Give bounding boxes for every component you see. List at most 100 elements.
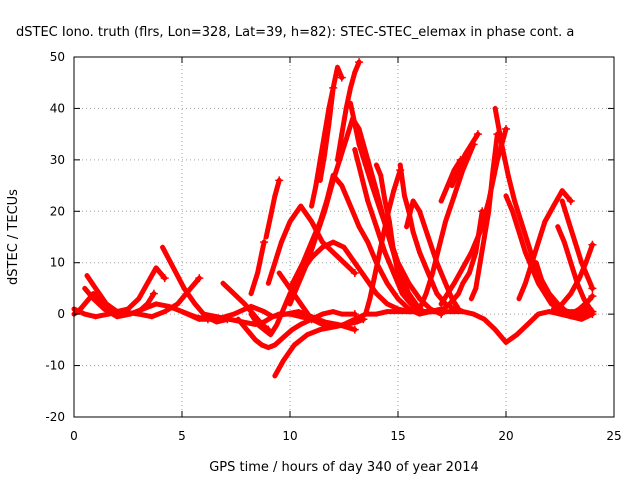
ticks: 0 5 10 15 20 25 -20 -10 0 10 20 30 40 50 [45, 50, 621, 443]
series-arc-i [235, 309, 359, 351]
data-point [516, 296, 522, 302]
data-point [443, 280, 448, 286]
data-point [330, 177, 336, 183]
data-point [445, 183, 451, 189]
data-point [287, 301, 293, 307]
data-point [510, 208, 515, 214]
data-point [516, 229, 522, 235]
data-point [404, 296, 410, 302]
data-point-end [350, 269, 359, 277]
data-point [319, 311, 325, 317]
data-point [339, 131, 345, 137]
data-point [490, 167, 496, 173]
data-point [289, 327, 295, 333]
data-point [287, 219, 293, 225]
data-point [242, 301, 248, 307]
data-point [181, 285, 187, 291]
data-point [84, 273, 90, 279]
data-point [348, 203, 353, 209]
data-point [265, 280, 271, 286]
data-point [568, 291, 574, 297]
data-point [540, 280, 546, 286]
data-point [317, 327, 323, 333]
data-point-end [355, 58, 364, 67]
data-point [559, 301, 565, 307]
data-point [423, 291, 429, 297]
data-point-end [275, 176, 284, 185]
data-point [339, 183, 345, 189]
data-point [343, 136, 349, 142]
data-point [417, 306, 423, 312]
data-point [371, 275, 377, 281]
data-point [427, 306, 433, 312]
data-point [581, 296, 587, 302]
data-point-end [478, 207, 487, 216]
data-point [395, 296, 401, 302]
data-point [436, 244, 442, 250]
data-point [304, 332, 310, 338]
data-point [391, 270, 397, 276]
data-point [466, 270, 472, 276]
data-point-end [588, 240, 597, 249]
data-point [330, 239, 336, 245]
data-point [481, 316, 487, 322]
data-point [263, 234, 269, 240]
data-point [231, 311, 237, 317]
data-point [542, 219, 548, 225]
data-point [268, 332, 274, 338]
y-tick-label: 0 [57, 307, 65, 321]
data-point [499, 141, 505, 147]
y-tick-label: 40 [50, 101, 65, 115]
data-point [551, 203, 556, 209]
data-point [535, 280, 541, 286]
data-point [417, 249, 423, 255]
data-point [136, 296, 142, 302]
data-point [188, 285, 194, 291]
data-point [551, 306, 556, 312]
data-point [358, 172, 364, 178]
data-point [101, 306, 107, 312]
data-point [382, 198, 388, 204]
data-point [196, 316, 202, 322]
series-arc-ad [438, 155, 465, 204]
data-point [296, 309, 302, 315]
data-point [365, 239, 371, 245]
data-point [278, 239, 284, 245]
x-tick-label: 0 [70, 429, 78, 443]
data-point [352, 147, 358, 153]
data-point [460, 309, 466, 315]
data-point [518, 219, 524, 225]
data-point [235, 316, 241, 322]
series-line [551, 242, 595, 312]
data-point-end [350, 325, 359, 334]
data-point [384, 301, 390, 307]
data-point [304, 260, 310, 266]
data-point [227, 316, 232, 322]
series-line [438, 157, 464, 204]
data-point [82, 311, 88, 317]
series-line [265, 203, 358, 286]
data-point [220, 280, 226, 286]
data-point [281, 357, 286, 363]
data-point [367, 296, 373, 302]
data-point [343, 105, 349, 111]
data-point [576, 275, 582, 281]
data-point [298, 203, 304, 209]
data-point [460, 280, 466, 286]
y-tick-label: 10 [50, 256, 65, 270]
data-point [477, 260, 483, 266]
data-point [445, 291, 451, 297]
series-arc-s [309, 83, 338, 209]
series-line [263, 177, 282, 240]
chart-title: dSTEC Iono. truth (flrs, Lon=328, Lat=39… [16, 25, 574, 40]
data-point [583, 260, 589, 266]
data-point [261, 327, 267, 333]
data-point [468, 141, 474, 147]
data-point [535, 239, 541, 245]
x-tick-label: 5 [178, 429, 186, 443]
data-point [576, 306, 582, 312]
x-tick-label: 15 [390, 429, 405, 443]
data-point [352, 69, 358, 75]
data-point [581, 311, 587, 317]
data-point [363, 162, 369, 168]
